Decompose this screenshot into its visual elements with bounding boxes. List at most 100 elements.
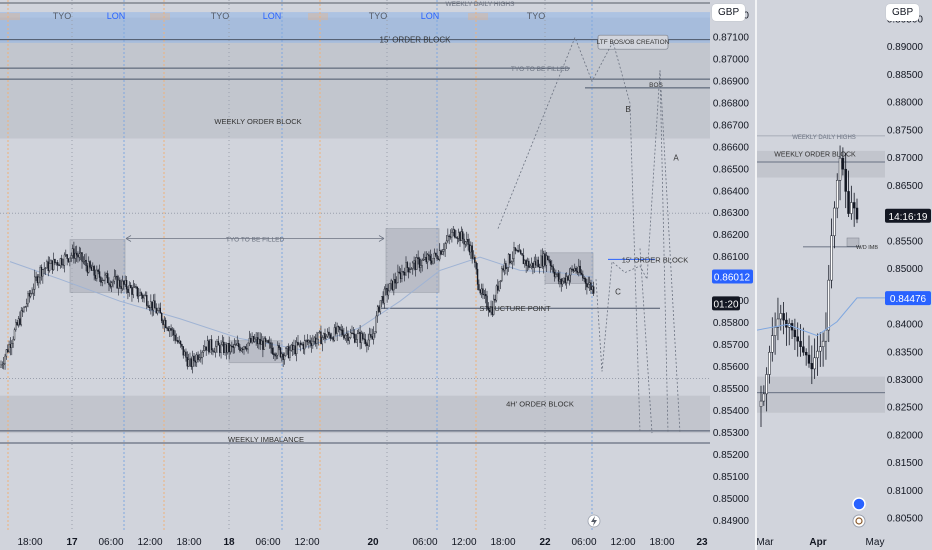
candle-body bbox=[466, 239, 468, 242]
candle-body bbox=[125, 280, 128, 290]
candle-body bbox=[208, 340, 210, 353]
currency-badge-right[interactable]: GBP bbox=[886, 4, 920, 21]
candle-body bbox=[436, 254, 438, 259]
candle-body bbox=[204, 346, 206, 351]
candle-body bbox=[463, 238, 465, 245]
candle-body bbox=[448, 235, 450, 237]
candle-body bbox=[102, 279, 105, 282]
candle-body bbox=[229, 345, 232, 353]
candle-body bbox=[552, 266, 554, 273]
currency-badge-left[interactable]: GBP bbox=[712, 4, 746, 21]
candle-body bbox=[580, 272, 583, 275]
candle-body bbox=[403, 272, 406, 276]
daily-x-tick-label: Mar bbox=[757, 537, 774, 548]
candle-body bbox=[484, 293, 487, 297]
candle-body bbox=[565, 276, 568, 283]
ob4h-label: 4H' ORDER BLOCK bbox=[506, 400, 574, 409]
candle-body bbox=[578, 265, 580, 273]
daily-candle-body bbox=[785, 319, 788, 328]
candle-body bbox=[13, 329, 16, 340]
candle-body bbox=[556, 273, 558, 275]
daily-chart[interactable]: WEEKLY DAILY HIGHS WEEKLY ORDER BLOCK W/D … bbox=[757, 0, 932, 550]
candle-body bbox=[367, 339, 369, 346]
daily-candle-body bbox=[844, 168, 847, 192]
daily-moving-average bbox=[757, 297, 885, 337]
session-label-1: LON bbox=[107, 11, 126, 21]
candle-body bbox=[146, 295, 148, 306]
x-tick-label: 18:00 bbox=[176, 537, 201, 548]
candle-body bbox=[439, 250, 441, 260]
candle-body bbox=[470, 245, 472, 253]
candle-body bbox=[452, 229, 454, 233]
candle-body bbox=[266, 340, 268, 342]
daily-candle-body bbox=[782, 313, 785, 321]
intraday-chart[interactable]: TYO LON TYO LON TYO LON TYO WEEKLY DAILY HIGHS 1… bbox=[0, 0, 755, 550]
candle-body bbox=[310, 343, 313, 346]
candle-body bbox=[401, 271, 403, 279]
y-tick-label: 0.85200 bbox=[713, 450, 750, 461]
candle-body bbox=[544, 253, 546, 266]
candle-body bbox=[366, 343, 368, 346]
candle-body bbox=[335, 327, 337, 334]
candle-body bbox=[100, 277, 102, 283]
label-b: B bbox=[625, 105, 630, 114]
y-tick-label: 0.86600 bbox=[713, 142, 750, 153]
daily-candle-body bbox=[810, 363, 814, 370]
x-tick-label: 23 bbox=[696, 537, 708, 548]
session-label-0: TYO bbox=[53, 11, 72, 21]
candle-body bbox=[112, 281, 114, 283]
weekly-daily-highs-label-daily: WEEKLY DAILY HIGHS bbox=[792, 135, 856, 141]
x-tick-label: 18:00 bbox=[649, 537, 674, 548]
candle-body bbox=[127, 289, 129, 293]
candle-body bbox=[133, 286, 136, 288]
candle-body bbox=[191, 355, 194, 367]
candle-body bbox=[548, 259, 550, 262]
candle-body bbox=[590, 282, 592, 290]
candle-body bbox=[252, 336, 255, 342]
candle-body bbox=[185, 351, 187, 358]
candle-body bbox=[39, 266, 41, 278]
candle-body bbox=[57, 262, 59, 266]
candle-body bbox=[144, 295, 147, 297]
candle-body bbox=[313, 337, 315, 342]
label-c: C bbox=[615, 288, 621, 297]
candle-body bbox=[279, 347, 282, 358]
daily-candle-body bbox=[762, 393, 766, 402]
candle-body bbox=[363, 338, 365, 340]
candle-body bbox=[453, 229, 456, 238]
candle-body bbox=[251, 336, 253, 343]
candle-body bbox=[331, 337, 333, 339]
candle-body bbox=[464, 241, 467, 245]
session-marker-orange-1 bbox=[150, 13, 170, 21]
wd-imb-label: W/D IMB bbox=[856, 245, 878, 251]
candle-body bbox=[576, 270, 579, 273]
candle-body bbox=[152, 300, 155, 311]
candle-body bbox=[413, 260, 415, 264]
pane-divider[interactable] bbox=[755, 0, 757, 550]
candle-body bbox=[381, 296, 383, 301]
candle-body bbox=[526, 260, 529, 266]
candle-body bbox=[483, 293, 485, 296]
candle-body bbox=[509, 254, 511, 264]
daily-y-tick-label: 0.82000 bbox=[887, 430, 924, 441]
candle-body bbox=[88, 261, 90, 273]
candle-body bbox=[356, 333, 359, 340]
candle-body bbox=[358, 331, 360, 334]
candle-body bbox=[24, 306, 26, 308]
daily-candle-body bbox=[773, 327, 777, 336]
candle-body bbox=[316, 338, 318, 344]
candle-body bbox=[521, 253, 523, 256]
candle-body bbox=[352, 333, 355, 335]
candle-body bbox=[214, 345, 217, 353]
candle-body bbox=[178, 340, 180, 343]
candle-body bbox=[137, 295, 140, 297]
candle-body bbox=[291, 344, 294, 350]
candle-body bbox=[374, 331, 376, 334]
candle-body bbox=[232, 345, 234, 348]
candle-body bbox=[489, 310, 491, 313]
candle-body bbox=[371, 336, 373, 340]
daily-y-tick-label: 0.87000 bbox=[887, 153, 924, 164]
candle-body bbox=[537, 259, 539, 268]
candle-body bbox=[255, 337, 257, 340]
candle-body bbox=[283, 355, 286, 360]
